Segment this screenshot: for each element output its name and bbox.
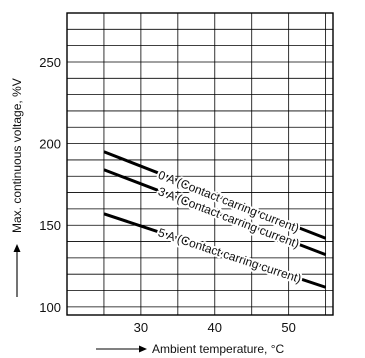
x-tick-label: 50 bbox=[281, 320, 295, 335]
x-axis-title: Ambient temperature, °C bbox=[152, 342, 285, 356]
plot-frame bbox=[66, 12, 334, 316]
series-line bbox=[103, 168, 327, 257]
grid bbox=[67, 13, 333, 315]
y-tick-label: 250 bbox=[39, 55, 61, 70]
y-axis-arrow-head-icon bbox=[13, 244, 21, 252]
x-tick-label: 40 bbox=[208, 320, 222, 335]
tick-layer: 30 40 50 100 150 200 250 bbox=[39, 55, 296, 335]
x-axis-arrow-head-icon bbox=[139, 345, 147, 353]
y-axis-title: Max. continuous voltage, %V bbox=[10, 78, 24, 233]
series-line bbox=[103, 150, 327, 240]
x-tick-label: 30 bbox=[134, 320, 148, 335]
series-line bbox=[103, 212, 327, 289]
y-tick-label: 200 bbox=[39, 137, 61, 152]
y-tick-label: 100 bbox=[39, 300, 61, 315]
y-axis-title-group: Max. continuous voltage, %V bbox=[10, 78, 24, 233]
y-tick-label: 150 bbox=[39, 218, 61, 233]
